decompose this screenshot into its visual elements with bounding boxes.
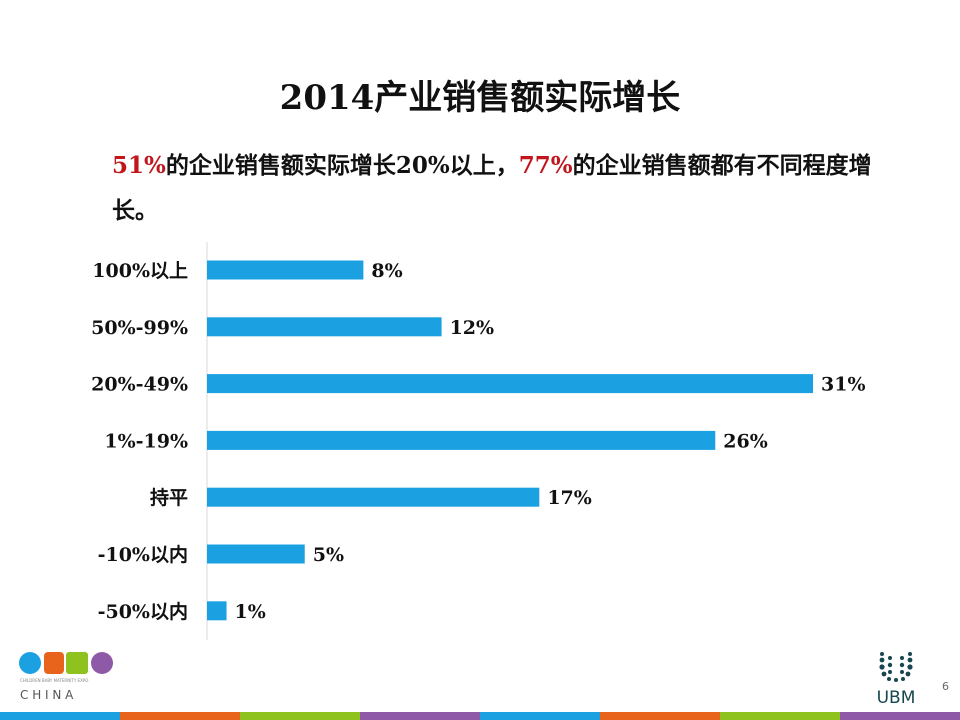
data-label: 17% <box>547 487 592 509</box>
subtitle-num: 20% <box>395 152 450 179</box>
data-label: 31% <box>821 374 866 396</box>
subtitle-text-3: 的企业销售额都有不同程度增长。 <box>112 153 872 224</box>
data-label: 5% <box>313 544 344 566</box>
stripe-segment <box>120 712 240 720</box>
category-label: 50%-99% <box>91 317 188 339</box>
data-label: 1% <box>235 601 266 623</box>
page-number: 6 <box>942 680 949 693</box>
category-label: 1%-19% <box>104 430 188 452</box>
bar <box>207 544 305 564</box>
stripe-segment <box>240 712 360 720</box>
cbme-tagline: CHILDREN BABY MATERNITY EXPO <box>20 678 88 683</box>
bar <box>207 374 813 394</box>
slide-title: 2014产业销售额实际增长 <box>279 78 681 118</box>
bar <box>207 430 716 450</box>
bar <box>207 487 540 507</box>
subtitle-text-2: 以上， <box>449 153 519 179</box>
slide-subtitle: 51%的企业销售额实际增长20%以上，77%的企业销售额都有不同程度增长。 <box>112 143 892 234</box>
category-label: 20%-49% <box>91 374 188 396</box>
data-label: 12% <box>450 317 495 339</box>
highlight-51: 51% <box>112 152 166 179</box>
cbme-logo: CHILDREN BABY MATERNITY EXPO C H I N A <box>18 648 128 707</box>
stripe-segment <box>600 712 720 720</box>
bar <box>207 260 364 280</box>
stripe-segment <box>360 712 480 720</box>
stripe-segment <box>480 712 600 720</box>
stripe-segment <box>720 712 840 720</box>
cbme-country: C H I N A <box>20 688 74 702</box>
stripe-segment <box>0 712 120 720</box>
category-label: -50%以内 <box>98 600 188 623</box>
category-label: 持平 <box>150 486 188 509</box>
highlight-77: 77% <box>518 152 573 179</box>
footer-stripe <box>0 712 960 720</box>
category-label: -10%以内 <box>98 543 188 566</box>
data-label: 8% <box>371 260 402 282</box>
subtitle-text-1: 的企业销售额实际增长 <box>165 153 396 179</box>
data-label: 26% <box>723 430 768 452</box>
stripe-segment <box>840 712 960 720</box>
bar <box>207 317 442 337</box>
ubm-logo: UBM <box>868 648 924 710</box>
ubm-text: UBM <box>877 688 916 706</box>
category-label: 100%以上 <box>92 260 188 282</box>
bar <box>207 601 227 621</box>
